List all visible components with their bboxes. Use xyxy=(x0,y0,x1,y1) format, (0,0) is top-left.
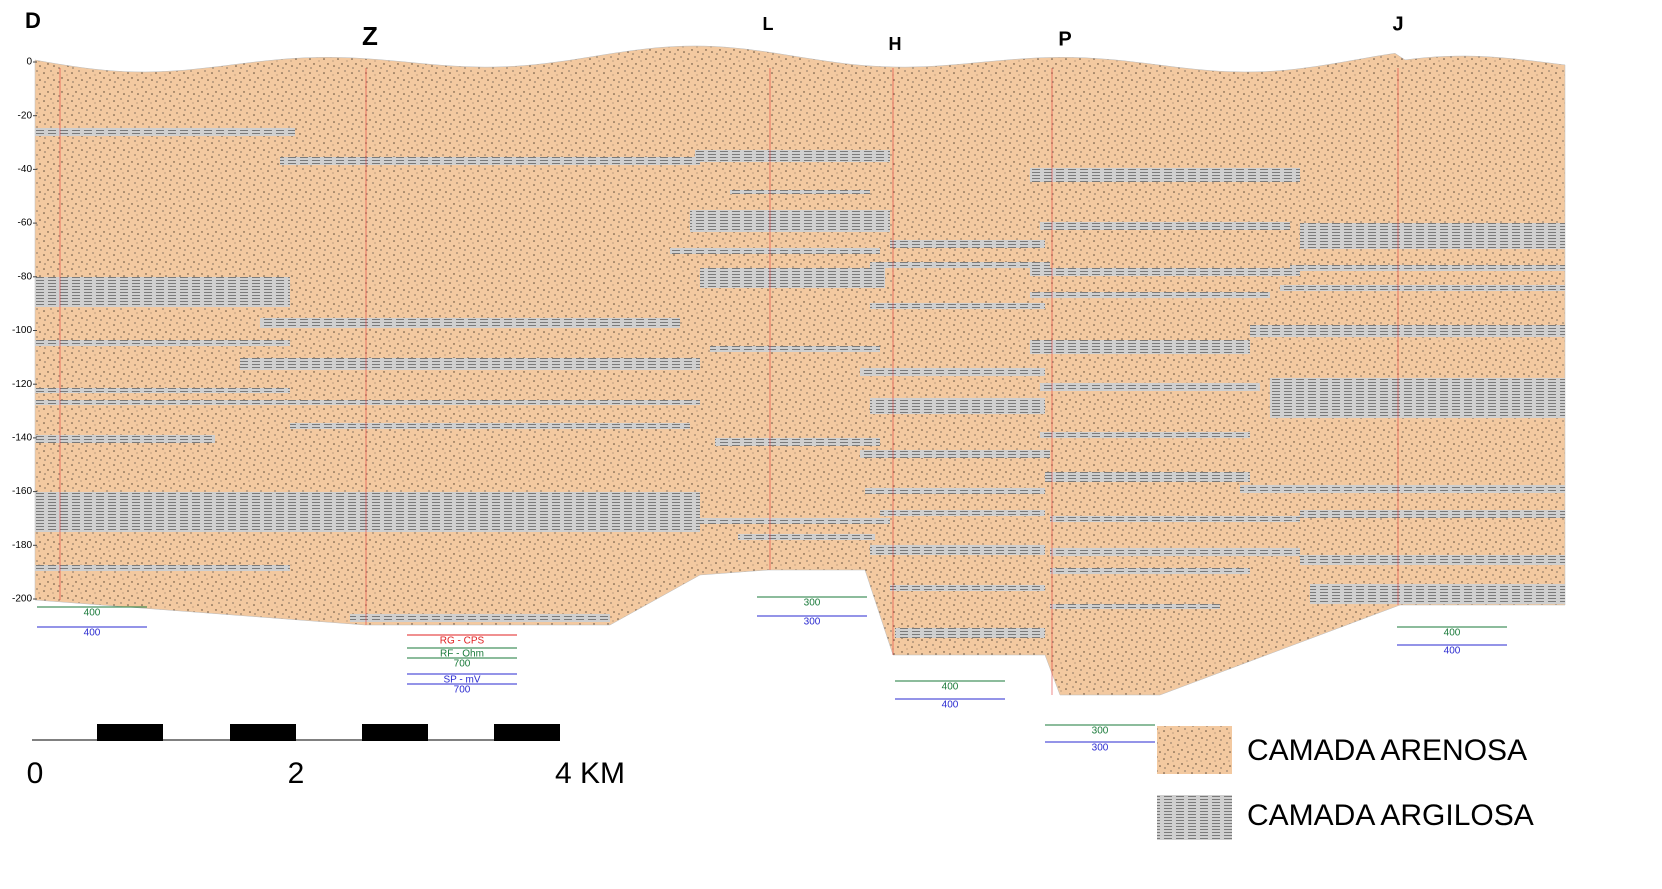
log-label: RF - Ohm xyxy=(440,649,484,660)
clay-layer xyxy=(1040,222,1290,230)
well-lines xyxy=(59,68,1399,695)
clay-layer xyxy=(715,438,880,446)
clay-layer xyxy=(670,248,880,254)
clay-layer xyxy=(35,388,290,393)
clay-layer xyxy=(1300,223,1565,249)
log-label: RG - CPS xyxy=(440,636,485,647)
clay-layer xyxy=(895,628,1045,638)
clay-layer xyxy=(1270,378,1565,418)
log-label: 700 xyxy=(454,685,471,696)
log-label: 300 xyxy=(804,598,821,609)
clay-layer xyxy=(35,128,295,136)
log-label: 400 xyxy=(84,628,101,639)
depth-label: -60 xyxy=(18,218,33,229)
log-label: 400 xyxy=(942,682,959,693)
clay-layer xyxy=(35,340,290,346)
clay-layer xyxy=(260,510,690,516)
scale-bar xyxy=(32,724,560,741)
well-name: J xyxy=(1392,13,1403,35)
clay-layer xyxy=(1030,292,1270,298)
clay-layer xyxy=(1300,510,1565,518)
clay-layer xyxy=(710,346,880,352)
clay-layer xyxy=(1045,472,1250,482)
log-label: 700 xyxy=(454,659,471,670)
clay-layer xyxy=(350,614,610,622)
log-label: 300 xyxy=(1092,743,1109,754)
clay-layer xyxy=(1030,340,1250,354)
scale-label: 2 xyxy=(288,757,305,790)
clay-layer xyxy=(870,303,1045,309)
clay-layer xyxy=(690,210,890,232)
clay-layer xyxy=(1050,548,1300,556)
clay-layer xyxy=(1040,432,1250,438)
well-name: P xyxy=(1058,28,1071,50)
clay-layers xyxy=(35,128,1565,638)
clay-layer xyxy=(1280,285,1565,291)
clay-layer xyxy=(860,450,1050,458)
clay-layer xyxy=(290,423,690,429)
well-name: D xyxy=(25,8,41,33)
log-label: 400 xyxy=(1444,646,1461,657)
clay-layer xyxy=(700,518,890,524)
clay-layer xyxy=(738,534,875,540)
clay-layer xyxy=(1050,568,1250,574)
clay-layer xyxy=(870,262,1050,268)
clay-layer xyxy=(1030,268,1300,276)
well-name: H xyxy=(889,34,902,54)
depth-label: -180 xyxy=(12,540,32,551)
sand-body xyxy=(34,45,1566,696)
clay-layer xyxy=(695,150,890,162)
depth-label: -120 xyxy=(12,379,32,390)
clay-layer xyxy=(1300,555,1565,565)
depth-label: -160 xyxy=(12,486,32,497)
scale-label: 4 KM xyxy=(555,757,625,790)
clay-layer xyxy=(880,510,1045,516)
log-label: 400 xyxy=(84,608,101,619)
log-label: 400 xyxy=(942,700,959,711)
clay-layer xyxy=(1250,325,1565,337)
depth-label: 0 xyxy=(26,57,32,68)
log-label: 400 xyxy=(1444,628,1461,639)
clay-layer xyxy=(280,157,700,165)
clay-layer xyxy=(260,318,680,328)
log-label: 300 xyxy=(1092,726,1109,737)
log-label: SP - mV xyxy=(443,675,480,686)
clay-layer xyxy=(1290,265,1565,271)
legend-label: CAMADA ARENOSA xyxy=(1247,734,1527,767)
clay-layer xyxy=(1310,584,1565,604)
clay-layer xyxy=(35,400,700,405)
clay-layer xyxy=(1040,383,1260,391)
clay-layer xyxy=(1240,485,1565,493)
log-label: 300 xyxy=(804,617,821,628)
clay-layer xyxy=(35,565,290,571)
legend-label: CAMADA ARGILOSA xyxy=(1247,799,1534,832)
depth-label: -140 xyxy=(12,433,32,444)
clay-layer xyxy=(35,435,215,443)
well-name: Z xyxy=(362,21,378,51)
well-name: L xyxy=(763,14,774,34)
depth-label: -20 xyxy=(18,110,33,121)
clay-layer xyxy=(1050,604,1220,609)
clay-layer xyxy=(890,240,1045,248)
depth-axis: 0 -20 -40 -60 -80 -100 -120 -140 -160 -180 -200 xyxy=(12,57,37,605)
clay-layer xyxy=(240,358,700,370)
scale-label: 0 xyxy=(27,757,44,790)
clay-layer xyxy=(865,488,1045,494)
depth-label: -80 xyxy=(18,271,33,282)
clay-layer xyxy=(870,398,1045,414)
depth-label: -100 xyxy=(12,325,32,336)
clay-layer xyxy=(860,368,1045,376)
legend xyxy=(1157,726,1232,840)
depth-label: -200 xyxy=(12,594,32,605)
clay-layer xyxy=(1030,168,1300,182)
depth-label: -40 xyxy=(18,164,33,175)
clay-layer xyxy=(890,585,1045,591)
clay-layer xyxy=(870,545,1045,555)
clay-layer xyxy=(730,190,870,194)
clay-layer xyxy=(1050,516,1300,522)
clay-layer xyxy=(35,277,290,307)
clay-layer xyxy=(700,268,885,288)
